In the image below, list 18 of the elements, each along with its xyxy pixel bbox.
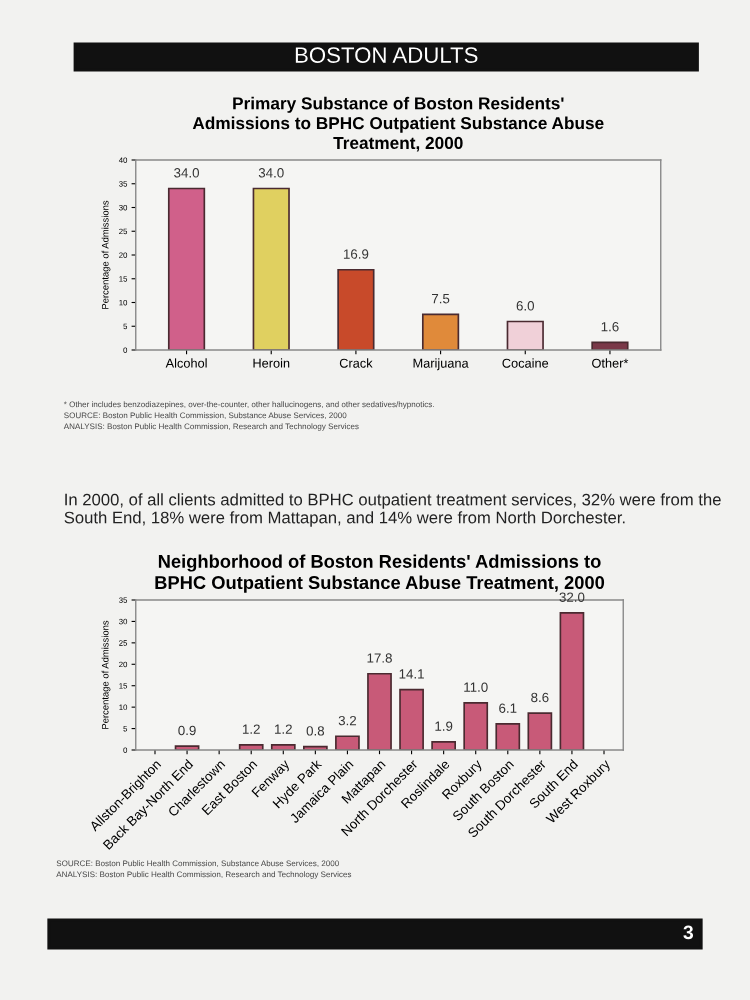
bar	[167, 187, 206, 350]
bar	[527, 712, 553, 750]
text: In 2000, of all clients admitted to BPHC outpatient treatment services, 32% were from the South End, 18% were from Mattapan, and 14% were from North Dorchester.	[64, 493, 721, 527]
text: 3	[683, 925, 694, 940]
chart-title: Primary Substance of Boston Residents' Admissions to BPHC Outpatient Substance Abuse Treatment, 2000	[192, 96, 604, 152]
chart-title: Neighborhood of Boston Residents' Admissions to BPHC Outpatient Substance Abuse Treatment, 2000	[155, 554, 605, 593]
bar	[431, 741, 457, 750]
bar	[463, 702, 489, 750]
bar	[559, 612, 585, 750]
bar	[495, 723, 521, 750]
bar	[399, 688, 424, 750]
bar	[421, 313, 460, 350]
bar	[335, 735, 360, 750]
bar	[252, 187, 290, 350]
bar	[337, 268, 375, 350]
bar	[506, 320, 544, 350]
bar	[367, 672, 392, 750]
text: BOSTON ADULTS	[295, 47, 478, 63]
